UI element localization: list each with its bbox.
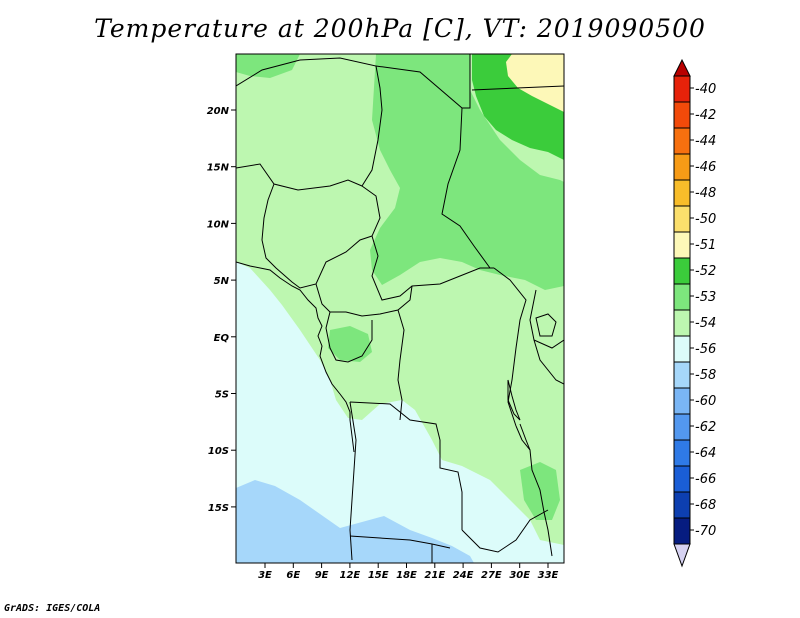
lon-label: 15E	[368, 570, 389, 581]
colorbar-swatch	[673, 335, 691, 363]
colorbar-label: -46	[695, 160, 716, 175]
coastline	[236, 261, 355, 453]
colorbar-swatch	[673, 309, 691, 337]
border-line	[461, 509, 549, 553]
colorbar-swatch	[673, 413, 691, 441]
border-line	[236, 57, 494, 301]
lon-label: 3E	[258, 570, 272, 581]
grads-footer: GrADS: IGES/COLA	[4, 603, 101, 614]
lat-label: 15N	[207, 163, 230, 174]
border-line	[493, 267, 527, 427]
colorbar-swatch	[673, 153, 691, 181]
border-line	[315, 283, 413, 317]
lake-outline	[535, 313, 557, 337]
colorbar-label: -58	[695, 368, 716, 383]
colorbar-swatch	[673, 205, 691, 233]
lon-label: 30E	[509, 570, 530, 581]
lat-label: 5N	[214, 276, 230, 287]
border-line	[397, 309, 405, 421]
colorbar-swatch	[673, 491, 691, 519]
colorbar-bottom-arrow	[673, 543, 691, 568]
colorbar-swatch	[673, 101, 691, 129]
border-line	[375, 65, 491, 269]
lon-label: 6E	[286, 570, 300, 581]
colorbar-label: -54	[695, 316, 716, 331]
colorbar-label: -62	[695, 420, 716, 435]
field-band-52-53	[370, 54, 564, 290]
colorbar-label: -51	[695, 238, 716, 253]
border-line	[261, 183, 373, 289]
colorbar-swatch	[673, 231, 691, 259]
field-band-52-53	[328, 326, 372, 362]
lat-label: EQ	[214, 333, 230, 344]
country-borders	[236, 54, 564, 563]
colorbar-label: -50	[695, 212, 716, 227]
colorbar-swatch	[673, 361, 691, 389]
colorbar-label: -42	[695, 108, 716, 123]
colorbar-label: -53	[695, 290, 716, 305]
lon-label: 27E	[481, 570, 502, 581]
colorbar-swatch	[673, 75, 691, 103]
colorbar-swatch	[673, 179, 691, 207]
colorbar-label: -66	[695, 472, 716, 487]
map-frame	[235, 53, 565, 564]
colorbar-top-arrow	[673, 58, 691, 77]
longitude-axis: 3E 6E 9E 12E 15E 18E 21E 24E 27E 30E 33E	[258, 563, 559, 581]
colorbar-label: -70	[695, 524, 716, 539]
colorbar-swatch	[673, 283, 691, 311]
border-line	[236, 163, 363, 191]
colorbar-swatch	[673, 387, 691, 415]
lat-label: 5S	[215, 390, 229, 401]
lon-label: 21E	[424, 570, 445, 581]
colorbar-swatch	[673, 465, 691, 493]
lon-label: 24E	[453, 570, 474, 581]
colorbar-swatch	[673, 257, 691, 285]
border-line	[349, 535, 451, 549]
field-band-56-58	[236, 480, 474, 563]
colorbar-swatch	[673, 439, 691, 467]
colorbar-label: -68	[695, 498, 716, 513]
border-line	[462, 54, 471, 109]
lat-label: 15S	[208, 503, 229, 514]
colorbar-swatch	[673, 517, 691, 545]
border-line	[349, 401, 357, 561]
chart-title: Temperature at 200hPa [C], VT: 201909050…	[94, 14, 706, 43]
border-line	[533, 339, 564, 385]
colorbar-swatch	[673, 127, 691, 155]
latitude-axis: 20N 15N 10N 5N EQ 5S 10S 15S	[207, 106, 236, 514]
colorbar-label: -44	[695, 134, 716, 149]
lat-label: 20N	[207, 106, 230, 117]
border-line	[349, 401, 463, 530]
colorbar-label: -40	[695, 82, 716, 97]
colorbar-label: -60	[695, 394, 716, 409]
border-line	[325, 311, 373, 363]
field-band-50-51	[506, 54, 564, 112]
colorbar-label: -56	[695, 342, 716, 357]
lon-label: 18E	[396, 570, 417, 581]
field-band-52-53	[236, 54, 300, 78]
lake-outline	[507, 379, 521, 421]
lat-label: 10N	[207, 219, 230, 230]
border-line	[515, 425, 553, 557]
lon-label: 9E	[315, 570, 329, 581]
lon-label: 12E	[340, 570, 361, 581]
lat-label: 10S	[208, 446, 229, 457]
lake-outline	[519, 423, 531, 451]
colorbar-label: -52	[695, 264, 716, 279]
border-line	[471, 85, 564, 91]
lon-label: 33E	[538, 570, 559, 581]
colorbar-label: -64	[695, 446, 716, 461]
colorbar: -40 -42 -44 -46 -48 -50 -51 -52 -53 -54 -56 -58 -60 -…	[673, 58, 716, 568]
colorbar-label: -48	[695, 186, 716, 201]
